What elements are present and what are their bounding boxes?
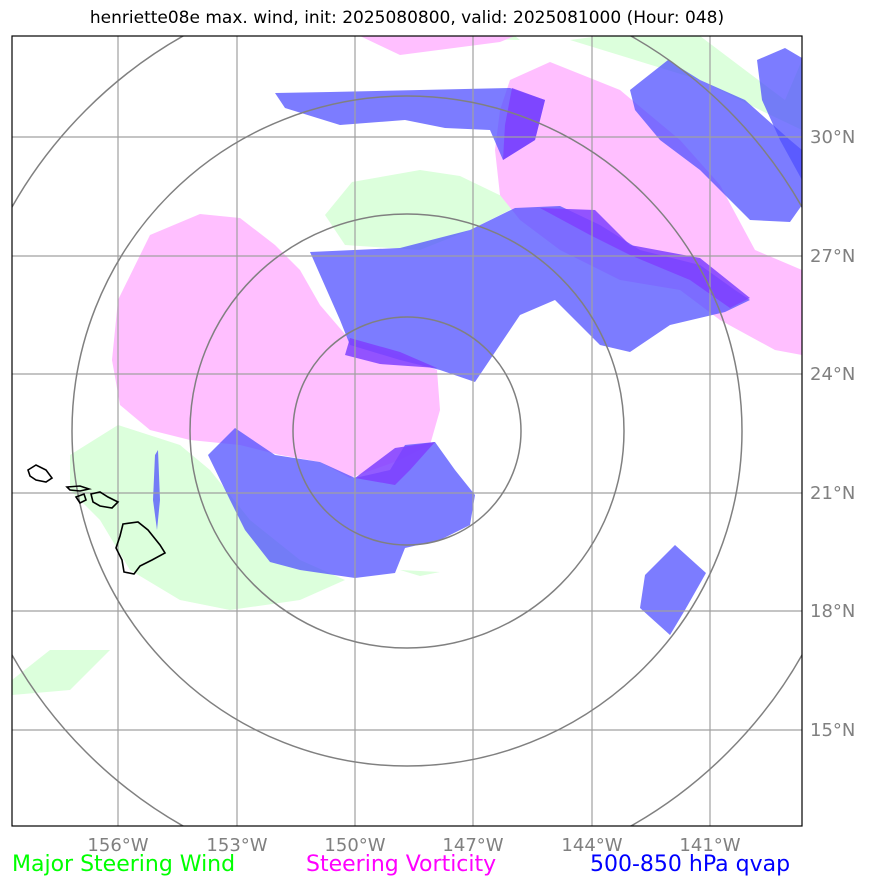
range-ring [71,95,743,767]
overlap-area [503,88,545,160]
qvap-area [757,48,802,180]
longitude-label: 141°W [679,835,740,856]
island-maui [90,491,120,509]
latitude-label: 30°N [810,127,855,148]
qvap-area [640,545,706,635]
island-hawaii [115,521,167,575]
steering-wind-area [400,570,440,576]
steering-wind-area [12,650,110,695]
latitude-label: 15°N [810,720,855,741]
steering-vorticity-area [112,214,440,478]
steering-vorticity-area [360,36,515,55]
legend-steering-wind: Major Steering Wind [12,852,236,877]
longitude-label: 144°W [561,835,622,856]
qvap-area [275,88,545,160]
latitude-label: 24°N [810,364,855,385]
map-title: henriette08e max. wind, init: 2025080800… [89,8,725,28]
longitude-label: 156°W [87,835,148,856]
latitude-label: 21°N [810,483,855,504]
longitude-label: 150°W [324,835,385,856]
longitude-label: 153°W [206,835,267,856]
qvap-area [153,450,160,530]
range-ring [189,213,625,649]
longitude-label: 147°W [442,835,503,856]
range-ring [292,316,522,546]
steering-wind-area [325,170,520,250]
map-frame [11,35,803,827]
overlap-area [345,338,437,368]
legend-qvap: 500-850 hPa qvap [590,852,791,877]
coastline [27,464,167,575]
latitude-label: 27°N [810,246,855,267]
overlap-area [355,442,435,485]
graticule [12,36,802,826]
island-oahu [65,485,92,492]
steering-wind-area [570,36,802,130]
range-rings [12,36,802,826]
island-kauai [27,464,54,483]
qvap-area [630,60,802,222]
latitude-label: 18°N [810,601,855,622]
island-molokai [74,492,87,505]
legend-steering-vorticity: Steering Vorticity [306,852,497,877]
